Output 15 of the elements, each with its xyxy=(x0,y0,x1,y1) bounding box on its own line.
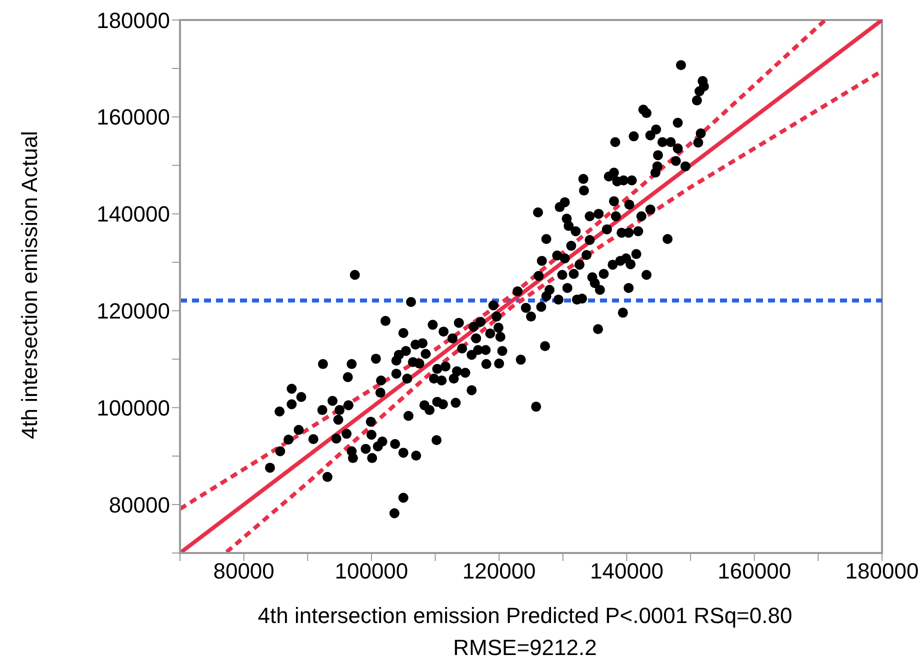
y-tick-label: 120000 xyxy=(96,298,170,324)
x-tick-label: 140000 xyxy=(590,558,664,584)
y-tick-label: 80000 xyxy=(108,492,170,518)
x-tick-label: 120000 xyxy=(462,558,536,584)
text: RMSE=9212.2 xyxy=(452,634,598,662)
x-tick-label: 100000 xyxy=(334,558,408,584)
y-tick-label: 180000 xyxy=(96,8,170,33)
y-axis-title: 4th intersection emission Actual xyxy=(17,130,43,442)
y-tick-label: 100000 xyxy=(96,395,170,420)
x-tick-label: 80000 xyxy=(213,558,274,584)
x-tick-label: 180000 xyxy=(845,558,919,584)
x-axis-title: 4th intersection emission Predicted P<.0001 RSq=0.80 xyxy=(256,602,794,630)
y-tick-label: 140000 xyxy=(96,202,170,227)
x-tick-label: 160000 xyxy=(718,558,792,584)
y-tick-label: 160000 xyxy=(96,104,170,130)
